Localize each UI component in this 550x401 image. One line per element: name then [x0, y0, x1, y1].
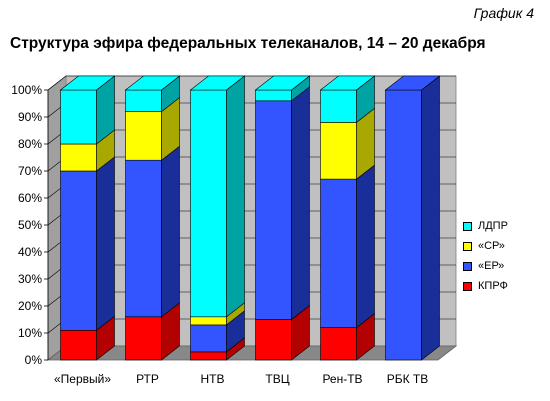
x-tick-label: НТВ [201, 372, 225, 386]
bar-segment [125, 316, 162, 361]
bar-segment [320, 122, 357, 180]
bar-segment [255, 89, 292, 102]
legend-label: «ЕР» [478, 260, 505, 272]
chart-title: Структура эфира федеральных телеканалов,… [10, 35, 486, 52]
bar-segment [385, 89, 422, 361]
legend-label: ЛДПР [478, 220, 508, 232]
y-tick-label: 80% [18, 137, 42, 151]
bar-segment [190, 89, 227, 318]
bar-segment-side [421, 75, 440, 361]
x-tick-label: Рен-ТВ [322, 372, 362, 386]
bar-segment-side [161, 145, 180, 318]
bar-segment-side [291, 86, 310, 321]
y-tick-label: 90% [18, 110, 42, 124]
legend-swatch [463, 261, 472, 271]
bar-segment [190, 316, 227, 326]
bar-segment-side [226, 75, 245, 318]
x-tick-label: РТР [136, 372, 159, 386]
legend-item: ЛДПР [463, 216, 508, 236]
legend-label: «СР» [478, 240, 505, 252]
legend-swatch [463, 281, 472, 291]
y-tick-label: 0% [25, 353, 43, 367]
x-tick-label: ТВЦ [265, 372, 289, 386]
bar-segment [60, 170, 97, 331]
gridline [47, 75, 456, 91]
bar-segment [125, 89, 162, 112]
bar-segment [320, 327, 357, 361]
x-tick-label: РБК ТВ [387, 372, 429, 386]
y-tick-label: 50% [18, 218, 42, 232]
x-tick-label: «Первый» [54, 372, 111, 386]
bar-top [59, 75, 116, 91]
bar-segment [320, 89, 357, 123]
bar-segment [190, 351, 227, 361]
bar-top [319, 75, 376, 91]
y-tick-label: 30% [18, 272, 42, 286]
y-tick-label: 70% [18, 164, 42, 178]
bar-top [384, 75, 441, 91]
bar-segment [255, 100, 292, 320]
bar-segment [125, 111, 162, 161]
legend-item: «СР» [463, 236, 508, 256]
y-tick-label: 10% [18, 326, 42, 340]
bar-segment-side [356, 164, 375, 329]
legend-swatch [463, 241, 472, 251]
bar-segment [255, 319, 292, 361]
bar-segment [60, 329, 97, 361]
y-tick-label: 40% [18, 245, 42, 259]
bar-top [124, 75, 181, 91]
legend-swatch [463, 221, 472, 231]
y-tick-label: 100% [11, 83, 42, 97]
bar-segment [190, 324, 227, 353]
legend-label: КПРФ [478, 280, 508, 292]
bar-segment [125, 159, 162, 318]
y-tick-label: 60% [18, 191, 42, 205]
legend-item: «ЕР» [463, 256, 508, 276]
legend: ЛДПР «СР» «ЕР» КПРФ [463, 216, 508, 296]
bar-top [189, 75, 246, 91]
bar-segment [320, 178, 357, 328]
bar-top [254, 75, 311, 91]
y-tick-label: 20% [18, 299, 42, 313]
bar-segment [60, 143, 97, 172]
bar-segment-side [96, 156, 115, 331]
figure-caption: График 4 [473, 5, 534, 21]
bar-segment [60, 89, 97, 145]
legend-item: КПРФ [463, 276, 508, 296]
